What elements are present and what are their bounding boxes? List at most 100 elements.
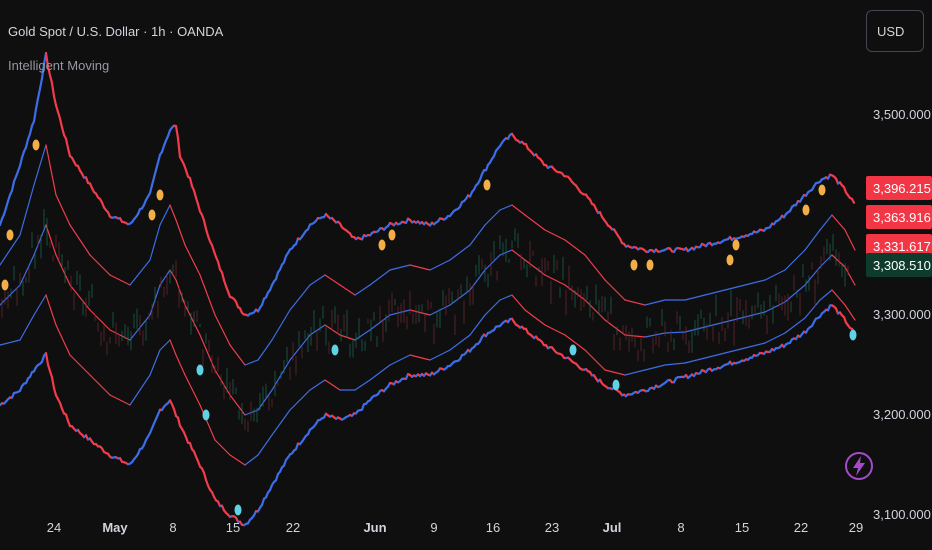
band-inner-segment (604, 369, 626, 376)
band-upper-segment (188, 176, 194, 188)
band-basis-segment (199, 334, 216, 371)
band-inner-segment (511, 294, 526, 311)
band-basis-segment (369, 314, 391, 331)
time-tick-label: 16 (486, 520, 500, 535)
band-upper-segment (24, 138, 30, 149)
band-inner-segment (69, 354, 91, 376)
price-label: 3,331.617 (873, 239, 931, 254)
band-middle-segment (289, 284, 311, 311)
band-basis-segment (449, 289, 471, 306)
time-tick-label: 22 (286, 520, 300, 535)
price-label-box (866, 176, 932, 200)
band-middle-segment (169, 204, 177, 221)
price-tick-label: 3,100.000 (873, 507, 931, 522)
band-basis-segment (109, 329, 131, 341)
price-label: 3,363.916 (873, 210, 931, 225)
band-inner-segment (684, 357, 706, 364)
band-lower-segment (46, 363, 52, 373)
bear-signal-marker (196, 364, 204, 376)
band-upper-segment (66, 146, 72, 158)
band-inner-segment (0, 339, 21, 346)
currency-button[interactable]: USD (866, 10, 924, 52)
time-tick-label: 24 (47, 520, 61, 535)
price-tick-label: 3,500.000 (873, 107, 931, 122)
band-inner-segment (175, 354, 186, 376)
time-tick-label: 29 (849, 520, 863, 535)
band-inner-segment (289, 389, 311, 411)
band-upper-segment (220, 271, 226, 282)
price-tick-label: 3,300.000 (873, 307, 931, 322)
band-basis-segment (309, 324, 326, 336)
band-middle-segment (524, 214, 546, 231)
band-middle-segment (704, 289, 726, 296)
time-tick-label: Jul (603, 520, 622, 535)
band-upper-segment (154, 161, 160, 172)
band-middle-segment (354, 284, 371, 296)
band-inner-segment (784, 317, 806, 334)
band-inner-segment (644, 364, 666, 371)
band-inner-segment (844, 304, 856, 321)
band-upper-segment (850, 197, 856, 204)
band-inner-segment (484, 299, 501, 316)
band-upper-segment (10, 180, 16, 192)
band-inner-segment (257, 434, 273, 456)
lightning-bolt-icon[interactable] (845, 452, 873, 480)
band-basis-segment (214, 369, 231, 396)
band-basis-segment (184, 304, 201, 336)
band-inner-segment (831, 289, 846, 306)
band-lower-segment (44, 352, 50, 366)
bull-signal-marker (6, 229, 14, 241)
band-inner-segment (184, 374, 201, 406)
bull-signal-marker (378, 239, 386, 251)
bear-signal-marker (202, 409, 210, 421)
band-middle-segment (149, 224, 161, 261)
band-middle-segment (819, 214, 833, 231)
band-inner-segment (804, 299, 821, 319)
bull-signal-marker (646, 259, 654, 271)
band-middle-segment (544, 229, 566, 241)
band-middle-segment (389, 264, 411, 271)
band-inner-segment (664, 362, 686, 366)
time-tick-label: 8 (677, 520, 684, 535)
band-basis-segment (159, 269, 171, 286)
band-inner-segment (564, 334, 586, 351)
band-lower-segment (172, 407, 178, 418)
band-middle-segment (257, 339, 273, 361)
band-inner-segment (469, 314, 486, 336)
symbol-title[interactable]: Gold Spot / U.S. Dollar · 1h · OANDA (8, 24, 224, 39)
band-basis-segment (69, 284, 91, 311)
bull-signal-marker (818, 184, 826, 196)
band-inner-segment (624, 369, 646, 376)
bull-signal-marker (32, 139, 40, 151)
time-tick-label: 8 (169, 520, 176, 535)
band-middle-segment (45, 144, 57, 196)
band-upper-segment (50, 82, 56, 98)
time-tick-label: May (102, 520, 128, 535)
bull-signal-marker (1, 279, 9, 291)
band-middle-segment (339, 284, 356, 296)
band-upper-segment (18, 156, 24, 167)
band-basis-segment (469, 269, 486, 291)
band-upper-segment (184, 169, 190, 178)
band-inner-segment (389, 354, 411, 366)
band-inner-segment (429, 349, 451, 361)
band-upper-segment (150, 176, 156, 187)
price-candles (1, 209, 849, 433)
band-middle-segment (324, 274, 341, 286)
band-middle-segment (129, 259, 151, 286)
band-basis-segment (484, 254, 501, 271)
bear-signal-marker (331, 344, 339, 356)
price-label-box (866, 253, 932, 277)
band-basis-segment (45, 224, 57, 256)
band-middle-segment (309, 274, 326, 286)
band-inner-segment (724, 347, 746, 354)
band-middle-segment (409, 264, 431, 271)
band-middle-segment (271, 309, 291, 341)
indicator-name[interactable]: Intelligent Moving (8, 58, 110, 73)
band-middle-segment (89, 254, 111, 276)
band-middle-segment (55, 194, 71, 226)
band-inner-segment (704, 352, 726, 359)
band-basis-segment (33, 224, 47, 256)
band-inner-segment (45, 294, 57, 326)
